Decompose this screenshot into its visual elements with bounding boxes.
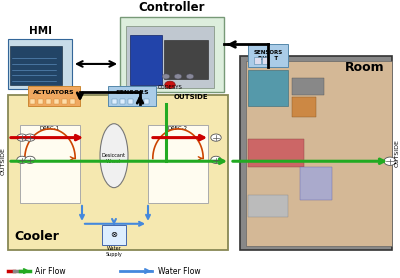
Bar bbox=[240, 56, 392, 250]
Text: Controller: Controller bbox=[139, 1, 205, 14]
Bar bbox=[8, 39, 72, 89]
Bar bbox=[144, 99, 149, 104]
Bar bbox=[54, 99, 59, 104]
Bar bbox=[28, 86, 80, 106]
Text: Room: Room bbox=[344, 61, 384, 74]
Text: DPEC-1: DPEC-1 bbox=[40, 126, 60, 131]
Bar bbox=[108, 86, 156, 106]
Text: ⊗: ⊗ bbox=[110, 230, 118, 239]
Bar bbox=[292, 97, 316, 117]
Bar bbox=[254, 57, 261, 64]
Bar bbox=[120, 17, 224, 92]
Bar bbox=[62, 99, 67, 104]
Bar bbox=[292, 78, 324, 95]
Text: HMI: HMI bbox=[28, 26, 52, 36]
Bar bbox=[248, 195, 288, 217]
Bar bbox=[20, 125, 80, 203]
Circle shape bbox=[384, 157, 396, 165]
Bar bbox=[248, 70, 288, 106]
Text: Cooler: Cooler bbox=[14, 230, 59, 243]
Circle shape bbox=[162, 74, 170, 79]
Text: SENSORS: SENSORS bbox=[115, 90, 149, 95]
Bar bbox=[148, 125, 208, 203]
Text: OUTSIDE: OUTSIDE bbox=[174, 94, 209, 100]
Bar bbox=[246, 61, 392, 246]
Bar bbox=[102, 225, 126, 245]
Text: OUTSIDE: OUTSIDE bbox=[1, 147, 6, 175]
Circle shape bbox=[174, 74, 182, 79]
Text: CODESYS: CODESYS bbox=[158, 85, 182, 90]
Bar bbox=[10, 46, 62, 85]
Bar bbox=[262, 57, 269, 64]
Text: ACTUATORS: ACTUATORS bbox=[33, 90, 75, 95]
Text: Desiccant
Wheel: Desiccant Wheel bbox=[102, 153, 126, 164]
Text: Air Flow: Air Flow bbox=[35, 267, 66, 275]
Text: OUTSIDE: OUTSIDE bbox=[395, 139, 400, 167]
Circle shape bbox=[165, 81, 175, 88]
Bar bbox=[38, 99, 43, 104]
Bar bbox=[112, 99, 117, 104]
Circle shape bbox=[211, 134, 221, 141]
Circle shape bbox=[17, 156, 27, 163]
Circle shape bbox=[17, 134, 27, 141]
Bar bbox=[128, 99, 133, 104]
Bar bbox=[130, 35, 162, 85]
Bar bbox=[164, 40, 208, 79]
Circle shape bbox=[25, 156, 35, 163]
Bar bbox=[8, 95, 228, 250]
Bar bbox=[46, 99, 51, 104]
Circle shape bbox=[211, 156, 221, 163]
Circle shape bbox=[186, 74, 194, 79]
Bar bbox=[70, 99, 75, 104]
Bar bbox=[126, 26, 214, 88]
Bar bbox=[248, 44, 288, 67]
Circle shape bbox=[25, 134, 35, 141]
Text: Water
Supply: Water Supply bbox=[106, 246, 122, 257]
Text: SENSORS
RH    T: SENSORS RH T bbox=[253, 50, 283, 61]
Bar bbox=[30, 99, 35, 104]
Ellipse shape bbox=[100, 124, 128, 188]
Text: DPEC-2: DPEC-2 bbox=[168, 126, 188, 131]
Bar bbox=[120, 99, 125, 104]
Text: Water Flow: Water Flow bbox=[158, 267, 201, 275]
Bar bbox=[248, 139, 304, 167]
Bar bbox=[300, 167, 332, 200]
